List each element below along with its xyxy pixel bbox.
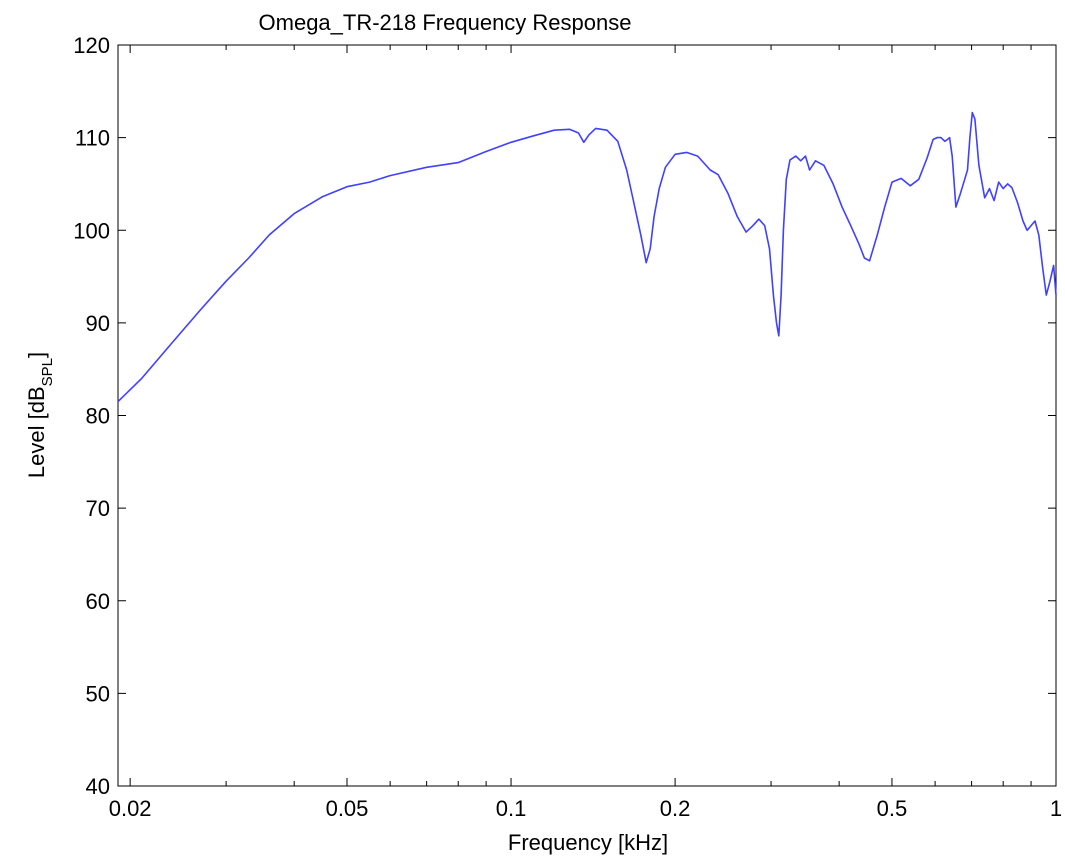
y-axis-label-main: Level [dB: [24, 386, 49, 478]
axes-box: [117, 44, 1057, 787]
x-axis-label: Frequency [kHz]: [508, 830, 668, 855]
x-tick-label: 0.5: [877, 796, 908, 821]
y-tick-label: 120: [73, 33, 110, 58]
y-tick-label: 90: [86, 311, 110, 336]
x-tick-label: 1: [1050, 796, 1062, 821]
y-tick-label: 70: [86, 496, 110, 521]
y-axis-label: Level [dBSPL]: [24, 352, 56, 478]
x-tick-label: 0.2: [660, 796, 691, 821]
y-tick-label: 100: [73, 218, 110, 243]
svg-text:Level [dBSPL]: Level [dBSPL]: [24, 352, 56, 478]
chart-title: Omega_TR-218 Frequency Response: [259, 10, 632, 35]
y-tick-label: 60: [86, 589, 110, 614]
plot-area: 40 50 60 70 80 90 100 110 120 0.02 0.05 0.1 0.2 0.5 1: [73, 33, 1062, 821]
y-tick-label: 40: [86, 774, 110, 799]
y-tick-label: 80: [86, 404, 110, 429]
y-tick-label: 110: [75, 126, 110, 151]
y-axis-label-subscript: SPL: [39, 358, 56, 386]
y-axis-label-close: ]: [24, 352, 49, 358]
x-tick-label: 0.05: [326, 796, 369, 821]
y-tick-label: 50: [86, 681, 110, 706]
frequency-response-line: [117, 111, 1057, 403]
x-tick-label: 0.02: [109, 796, 152, 821]
x-tick-label: 0.1: [496, 796, 527, 821]
